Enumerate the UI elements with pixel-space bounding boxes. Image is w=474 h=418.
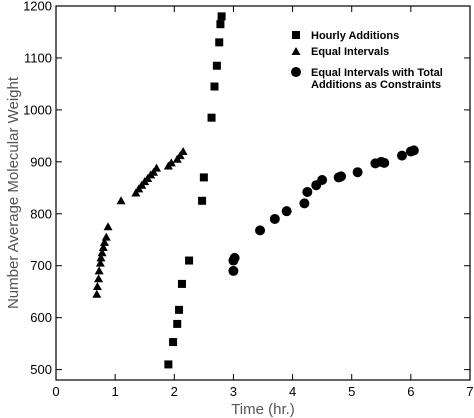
- y-tick-label: 500: [30, 362, 52, 377]
- x-axis-title: Time (hr.): [231, 401, 295, 418]
- data-point-square: [173, 319, 182, 328]
- legend-label-equal-intervals: Equal Intervals: [311, 46, 389, 58]
- data-point-triangle: [175, 151, 185, 160]
- data-point-triangle: [94, 274, 104, 283]
- data-point-circle: [336, 171, 347, 182]
- y-tick-label: 700: [30, 258, 52, 273]
- data-point-square: [217, 12, 226, 21]
- data-point-triangle: [149, 167, 159, 176]
- data-point-square: [199, 173, 208, 182]
- data-point-triangle: [103, 222, 113, 231]
- legend-label-equal-intervals-constraints: Equal Intervals with Total Additions as C…: [311, 67, 443, 91]
- data-point-circle: [229, 252, 240, 263]
- x-tick-label: 4: [289, 384, 296, 399]
- data-point-triangle: [152, 163, 162, 172]
- legend: Hourly Additions Equal Intervals Equal I…: [291, 30, 443, 91]
- data-points: [92, 12, 419, 369]
- data-point-triangle: [95, 258, 105, 267]
- data-point-square: [216, 20, 225, 29]
- data-point-circle: [228, 265, 239, 276]
- data-point-square: [185, 256, 194, 265]
- data-point-circle: [255, 225, 266, 236]
- data-point-square: [212, 61, 221, 70]
- legend-marker-equal-intervals-constraints: [291, 67, 301, 77]
- data-point-triangle: [97, 248, 107, 257]
- data-point-square: [175, 305, 184, 314]
- data-point-circle: [352, 167, 363, 178]
- data-point-triangle: [101, 232, 111, 241]
- legend-label-hourly-additions: Hourly Additions: [311, 30, 399, 42]
- x-tick-label: 2: [171, 384, 178, 399]
- y-tick-label: 900: [30, 154, 52, 169]
- data-point-circle: [408, 145, 419, 156]
- y-tick-label: 600: [30, 310, 52, 325]
- data-point-circle: [379, 157, 390, 168]
- legend-marker-equal-intervals: [291, 47, 301, 55]
- data-point-square: [210, 82, 219, 91]
- x-tick-label: 6: [407, 384, 414, 399]
- data-point-square: [169, 338, 178, 347]
- data-point-circle: [302, 186, 313, 197]
- y-tick-label: 1100: [24, 50, 52, 65]
- data-point-circle: [396, 150, 407, 161]
- legend-marker-hourly-additions: [292, 31, 300, 39]
- x-tick-label: 7: [466, 384, 473, 399]
- data-point-square: [207, 113, 216, 122]
- data-point-circle: [317, 175, 328, 186]
- data-point-triangle: [92, 282, 102, 290]
- plot-frame: [55, 5, 471, 381]
- data-point-circle: [299, 198, 310, 209]
- axis-tick-labels: 0 1 2 3 4 5 6 7 500 600 700 800 900 1000 1100 1200: [23, 0, 474, 399]
- data-point-circle: [281, 206, 292, 217]
- x-tick-label: 0: [52, 384, 59, 399]
- data-point-triangle: [96, 253, 106, 262]
- x-tick-label: 3: [230, 384, 237, 399]
- y-tick-label: 800: [30, 206, 52, 221]
- data-point-triangle: [178, 146, 188, 155]
- data-point-triangle: [116, 196, 126, 205]
- data-point-triangle: [166, 158, 176, 167]
- data-point-triangle: [98, 243, 108, 252]
- data-point-square: [215, 38, 224, 47]
- data-point-triangle: [131, 188, 141, 197]
- data-point-triangle: [99, 237, 109, 246]
- data-point-square: [198, 196, 207, 205]
- y-axis-title: Number Average Molecular Weight: [5, 76, 22, 309]
- data-point-square: [164, 360, 173, 369]
- data-point-triangle: [94, 266, 104, 275]
- x-tick-label: 1: [112, 384, 119, 399]
- data-point-square: [177, 279, 186, 288]
- x-tick-label: 5: [348, 384, 355, 399]
- data-point-circle: [269, 213, 280, 224]
- axis-ticks: [55, 5, 471, 380]
- y-tick-label: 1200: [23, 0, 52, 14]
- data-point-triangle: [92, 289, 102, 298]
- y-tick-label: 1000: [23, 102, 52, 117]
